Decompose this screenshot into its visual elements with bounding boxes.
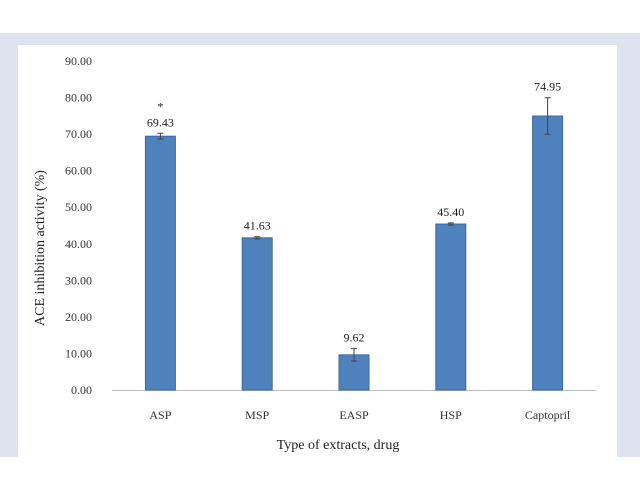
error-bar-msp bbox=[254, 236, 261, 240]
data-label: 74.95 bbox=[534, 80, 561, 94]
y-axis-ticks: 0.00 10.00 20.00 30.00 40.00 50.00 60.00 70.00 8… bbox=[65, 54, 92, 397]
x-tick-label: MSP bbox=[245, 408, 269, 422]
y-tick-label: 80.00 bbox=[65, 91, 92, 105]
y-tick-label: 0.00 bbox=[71, 383, 92, 397]
error-bar-easp bbox=[351, 348, 357, 362]
data-labels-group: 69.43 41.63 9.62 45.40 74.95 * bbox=[147, 80, 561, 345]
y-tick-label: 60.00 bbox=[65, 164, 92, 178]
chart-card bbox=[18, 45, 617, 457]
error-bar-captopril bbox=[544, 97, 551, 135]
data-label: 45.40 bbox=[437, 205, 464, 219]
x-axis-categories: ASP MSP EASP HSP Captopril bbox=[149, 408, 571, 422]
y-tick-label: 30.00 bbox=[65, 273, 92, 287]
y-axis-title: ACE inhibition activity (%) bbox=[33, 170, 48, 326]
x-tick-label: Captopril bbox=[525, 408, 571, 422]
y-tick-label: 70.00 bbox=[65, 127, 92, 141]
data-label: 9.62 bbox=[344, 331, 365, 345]
error-bar-asp bbox=[157, 132, 164, 140]
y-tick-label: 90.00 bbox=[65, 54, 92, 68]
error-bar-hsp bbox=[447, 222, 454, 226]
data-label: 41.63 bbox=[244, 219, 271, 233]
bar-captopril bbox=[532, 115, 564, 391]
data-label: 69.43 bbox=[147, 115, 174, 129]
y-tick-label: 50.00 bbox=[65, 200, 92, 214]
bar-msp bbox=[241, 237, 273, 391]
bar-hsp bbox=[435, 223, 467, 391]
x-tick-label: ASP bbox=[149, 408, 171, 422]
bar-asp bbox=[144, 135, 176, 391]
error-bars-group bbox=[157, 97, 551, 362]
x-tick-label: EASP bbox=[339, 408, 369, 422]
significance-marker: * bbox=[157, 99, 163, 113]
x-tick-label: HSP bbox=[440, 408, 462, 422]
y-tick-label: 10.00 bbox=[65, 346, 92, 360]
bars-group bbox=[144, 115, 564, 391]
x-axis-title: Type of extracts, drug bbox=[277, 438, 400, 453]
y-tick-label: 40.00 bbox=[65, 237, 92, 251]
y-tick-label: 20.00 bbox=[65, 310, 92, 324]
